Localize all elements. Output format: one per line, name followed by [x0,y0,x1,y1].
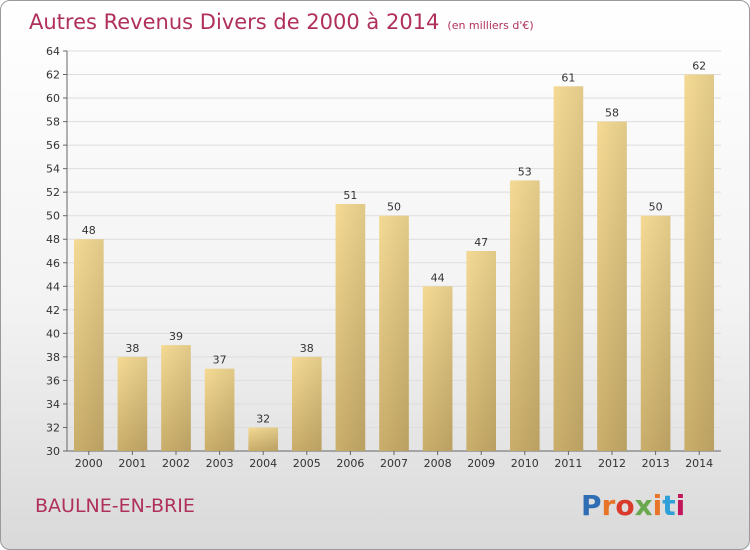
bar-shade-2010 [509,180,540,452]
value-label-2005: 38 [300,342,314,355]
y-tick-label: 64 [46,45,60,58]
logo-letter: t [662,489,676,522]
x-tick-label-2014: 2014 [685,457,713,470]
value-label-2004: 32 [256,412,270,425]
x-tick-label-2010: 2010 [511,457,539,470]
value-label-2014: 62 [692,60,706,73]
bar-shade-2001 [117,356,148,451]
bar-shade-2004 [248,427,279,451]
bar-shade-2012 [597,121,627,452]
y-tick-label: 56 [46,139,60,152]
y-tick-label: 42 [46,304,60,317]
value-label-2012: 58 [605,107,619,120]
x-tick-label-2007: 2007 [380,457,408,470]
x-tick-label-2009: 2009 [467,457,495,470]
x-tick-label-2008: 2008 [424,457,452,470]
x-tick-label-2012: 2012 [598,457,626,470]
bar-shade-2000 [73,239,104,451]
logo-letter: x [634,489,653,522]
value-labels: 48 38 39 37 32 38 51 50 44 47 53 61 58 50 62 [82,60,706,426]
y-tick-label: 40 [46,327,60,340]
value-label-2000: 48 [82,224,96,237]
y-tick-label: 30 [46,445,60,458]
x-tick-label-2004: 2004 [249,457,277,470]
chart-unit: (en milliers d'€) [447,19,534,32]
logo-letter: o [615,489,635,522]
value-label-2007: 50 [387,201,401,214]
bar-shade-2008 [422,286,453,451]
commune-name: BAULNE-EN-BRIE [35,495,195,517]
bar-shade-2014 [684,74,715,451]
y-tick-label: 38 [46,351,60,364]
value-label-2006: 51 [343,189,357,202]
x-tick-labels: 2000 2001 2002 2003 2004 2005 2006 2007 2008 2009… [75,451,713,470]
x-tick-label-2013: 2013 [642,457,670,470]
y-tick-label: 54 [46,163,60,176]
value-label-2008: 44 [431,271,445,284]
chart-title-text: Autres Revenus Divers de 2000 à 2014 [29,10,440,34]
x-tick-label-2011: 2011 [554,457,582,470]
bar-shade-2009 [466,251,497,451]
y-tick-label: 50 [46,210,60,223]
y-tick-label: 36 [46,374,60,387]
x-tick-label-2002: 2002 [162,457,190,470]
bar-shade-2007 [379,215,409,451]
logo-letter: r [601,489,616,522]
y-tick-label: 46 [46,257,60,270]
y-tick-label: 44 [46,280,60,293]
value-label-2001: 38 [125,342,139,355]
logo-letter: P [581,489,602,522]
chart-title: Autres Revenus Divers de 2000 à 2014 (en … [29,10,534,34]
y-tick-label: 58 [46,116,60,129]
bar-shade-2006 [335,203,366,451]
x-tick-label-2000: 2000 [75,457,103,470]
value-label-2009: 47 [474,236,488,249]
x-tick-label-2006: 2006 [336,457,364,470]
x-tick-label-2001: 2001 [118,457,146,470]
y-tick-label: 62 [46,69,60,82]
bar-shade-2003 [204,368,235,451]
proxiti-logo: Proxiti [581,489,685,522]
x-tick-label-2003: 2003 [206,457,234,470]
y-tick-label: 60 [46,92,60,105]
logo-letter: i [675,489,686,522]
logo-letter: i [652,489,663,522]
bar-shade-2002 [161,345,191,451]
value-label-2002: 39 [169,330,183,343]
y-tick-labels: 30 32 34 36 38 40 42 44 46 48 50 52 54 56 58 60 62 64 [46,45,60,458]
bar-shade-2013 [640,215,671,451]
bars [73,74,715,452]
bar-shade-2005 [291,356,322,451]
value-label-2011: 61 [561,71,575,84]
bar-shade-2011 [553,86,584,451]
value-label-2010: 53 [518,165,532,178]
y-tick-label: 52 [46,186,60,199]
y-tick-label: 34 [46,398,60,411]
value-label-2003: 37 [213,354,227,367]
value-label-2013: 50 [649,201,663,214]
y-tick-label: 32 [46,421,60,434]
y-tick-label: 48 [46,233,60,246]
x-tick-label-2005: 2005 [293,457,321,470]
